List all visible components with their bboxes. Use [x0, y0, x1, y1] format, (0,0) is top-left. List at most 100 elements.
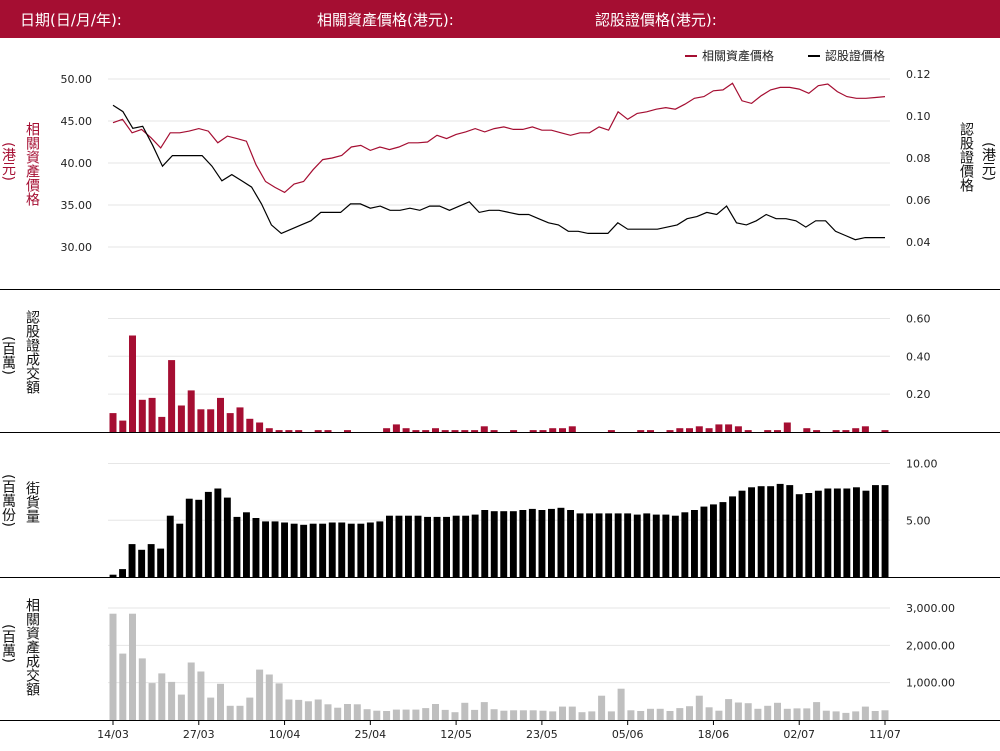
street-quantity-bar: [376, 521, 384, 577]
street-quantity-bar: [853, 487, 860, 577]
underlying-turnover-bar: [461, 702, 469, 720]
warrant-chart: 相關資產價格 認股證價格 相關資產價格 (港元) 認股證價格 (港元) 認股證成…: [0, 48, 1000, 741]
axis-title-underlying-turnover: 相關資產成交額: [24, 598, 40, 696]
underlying-turnover-bar: [265, 674, 273, 720]
street-quantity-bar: [109, 574, 117, 577]
street-quantity-bar: [748, 487, 755, 577]
street-quantity-bar: [795, 494, 803, 577]
street-quantity-bar: [652, 514, 660, 577]
underlying-turnover-bar: [627, 710, 635, 720]
warrant-turnover-bar: [764, 430, 772, 432]
street-quantity-bar: [691, 510, 698, 577]
street-quantity-bar: [262, 521, 269, 577]
street-quantity-bar: [662, 514, 670, 577]
street-quantity-bar: [833, 488, 841, 577]
warrant-turnover-bar: [412, 430, 420, 432]
underlying-turnover-bar: [304, 701, 312, 720]
underlying-turnover-bar: [617, 688, 625, 720]
underlying-turnover-bar: [197, 671, 205, 720]
underlying-turnover-bar: [695, 695, 703, 720]
underlying-turnover-bar: [861, 706, 869, 720]
warrant-turnover-bar: [265, 428, 273, 432]
warrant-price-label: 認股證價格(港元):: [595, 11, 717, 29]
date-label: 日期(日/月/年):: [20, 11, 122, 29]
street-quantity-bar: [481, 510, 489, 577]
street-quantity-bar: [176, 523, 184, 577]
underlying-turnover-bar: [344, 704, 351, 720]
warrant-turnover-bar: [471, 430, 479, 432]
street-quantity-bar: [357, 523, 365, 577]
underlying-turnover-bar: [148, 683, 156, 720]
underlying-turnover-bar: [187, 662, 195, 720]
street-quantity-bar: [471, 514, 479, 577]
underlying-turnover-bar: [588, 711, 596, 720]
warrant-turnover-bar: [832, 430, 840, 432]
y-tick-label: 5.00: [906, 514, 931, 527]
street-quantity-bar: [204, 491, 212, 577]
underlying-turnover-bar: [529, 710, 537, 720]
street-quantity-bar: [300, 524, 308, 577]
street-quantity-bar: [862, 490, 870, 577]
street-quantity-bar: [509, 511, 517, 577]
underlying-turnover-bar: [744, 703, 752, 720]
y-right-tick-label: 0.08: [906, 152, 931, 165]
underlying-turnover-bar: [686, 706, 693, 720]
y-right-tick-label: 0.06: [906, 194, 931, 207]
warrant-turnover-bar: [207, 409, 215, 432]
warrant-turnover-bar: [344, 430, 351, 432]
warrant-turnover-bar: [295, 430, 303, 432]
street-quantity-bar: [328, 522, 336, 577]
underlying-turnover-bar: [510, 710, 518, 720]
street-quantity-bar: [424, 516, 431, 577]
street-quantity-bar: [605, 513, 613, 577]
warrant-turnover-bar: [852, 428, 860, 432]
street-quantity-bar: [462, 515, 470, 577]
underlying-turnover-bar: [334, 707, 342, 720]
underlying-turnover-bar: [578, 712, 586, 720]
street-quantity-bar: [595, 513, 603, 577]
underlying-turnover-bar: [813, 702, 821, 720]
street-quantity-bar: [633, 514, 641, 577]
axis-title-street: 街貨量: [24, 481, 40, 523]
underlying-turnover-bar: [353, 704, 361, 720]
underlying-turnover-bar: [119, 653, 127, 720]
underlying-turnover-bar: [871, 711, 879, 720]
street-quantity-bar: [729, 496, 736, 577]
underlying-turnover-bar: [246, 697, 254, 720]
warrant-turnover-bar: [480, 426, 488, 432]
warrant-turnover-bar: [226, 413, 234, 432]
warrant-turnover-bar: [324, 430, 332, 432]
street-quantity-bar: [433, 516, 441, 577]
street-quantity-bar: [567, 510, 574, 577]
x-tick-label: 14/03: [97, 728, 129, 741]
axis-title-warrant-turnover: 認股證成交額: [24, 310, 40, 394]
warrant-turnover-bar: [881, 430, 889, 432]
warrant-turnover-bar: [490, 430, 498, 432]
underlying-turnover-bar: [441, 709, 449, 720]
underlying-turnover-bar: [285, 699, 293, 720]
underlying-turnover-bar: [412, 709, 420, 720]
street-quantity-bar: [147, 544, 155, 577]
underlying-turnover-bar: [881, 710, 889, 720]
underlying-turnover-bar: [480, 702, 488, 720]
street-quantity-bar: [843, 488, 851, 577]
axis-titles: 相關資產價格 (港元) 認股證價格 (港元) 認股證成交額 (百萬) 街貨量 (…: [0, 122, 996, 696]
warrant-turnover-bar: [441, 430, 449, 432]
underlying-turnover-bar: [236, 705, 244, 720]
underlying-turnover-bar: [226, 705, 234, 720]
underlying-turnover-bar: [598, 695, 606, 720]
warrant-turnover-bar: [236, 407, 244, 432]
x-tick-label: 27/03: [183, 728, 215, 741]
underlying-turnover-bar: [402, 709, 410, 720]
warrant-turnover-bar: [774, 430, 781, 432]
underlying-turnover-bar: [774, 702, 781, 720]
warrant-turnover-bar: [129, 335, 136, 432]
underlying-turnover-bar: [168, 681, 176, 720]
underlying-turnover-bar: [725, 699, 733, 720]
y-tick-label: 3,000.00: [906, 602, 955, 615]
y-tick-label: 0.40: [906, 350, 931, 363]
warrant-turnover-bar: [402, 428, 410, 432]
underlying-turnover-bar: [549, 711, 557, 720]
x-tick-label: 05/06: [612, 728, 644, 741]
street-quantity-bar: [243, 512, 250, 577]
